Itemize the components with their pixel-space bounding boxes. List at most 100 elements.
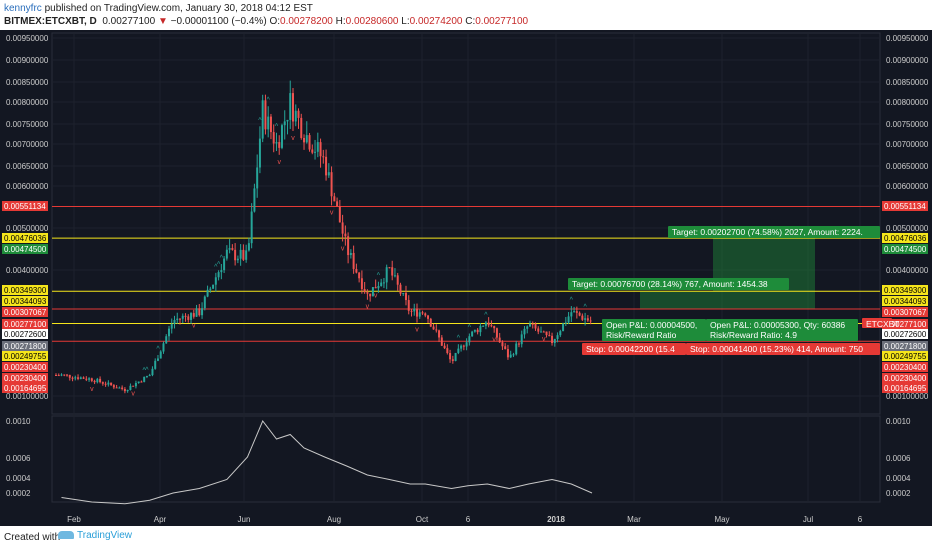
candle-body — [484, 322, 487, 326]
price-label-right: 0.00277100 — [884, 320, 927, 329]
candle-body — [195, 308, 198, 317]
time-tick: Apr — [154, 515, 167, 524]
candle-body — [564, 322, 567, 324]
candle-body — [490, 325, 493, 327]
candle-body — [336, 201, 339, 207]
candle-body — [190, 313, 193, 320]
candle-body — [338, 206, 341, 223]
price-tick-left: 0.00850000 — [6, 78, 49, 87]
candle-body — [179, 318, 182, 320]
candle-body — [269, 116, 272, 133]
volume-tick-right: 0.0004 — [886, 474, 911, 483]
candle-body — [402, 292, 405, 294]
signal-down-icon: v — [366, 304, 370, 311]
signal-up-icon: ^ — [220, 255, 224, 262]
candle-body — [225, 249, 228, 259]
candle-body — [416, 308, 419, 317]
candle-body — [151, 368, 154, 376]
target-label-2: Target: 0.00202700 (74.58%) 2027, Amount… — [672, 227, 863, 237]
candle-body — [399, 284, 402, 294]
signal-down-icon: v — [277, 159, 281, 166]
candle-body — [187, 316, 190, 320]
candle-body — [479, 325, 482, 333]
candle-body — [553, 338, 556, 344]
candle-body — [451, 359, 454, 361]
candle-body — [581, 315, 584, 320]
close-label: C: — [465, 16, 476, 27]
candle-body — [303, 137, 306, 143]
candle-body — [253, 188, 256, 212]
author-link[interactable]: kennyfrc — [4, 3, 42, 14]
price-label-left: 0.00551134 — [4, 202, 46, 211]
symbol-label: BITMEX:ETCXBT, D — [4, 16, 97, 27]
chart-area[interactable]: 0.00950000 0.00950000 0.00900000 0.00900000… — [0, 30, 932, 526]
candle-body — [311, 149, 314, 153]
price-label-right: 0.00230400 — [884, 374, 927, 383]
volume-tick-left: 0.0002 — [6, 489, 31, 498]
candle-body — [275, 142, 278, 144]
candle-body — [520, 334, 523, 345]
candle-body — [228, 248, 231, 250]
chart-header: kennyfrc published on TradingView.com, J… — [0, 0, 932, 30]
candle-body — [126, 389, 129, 392]
signal-up-icon: ^ — [258, 117, 262, 124]
price-label-right-bg — [882, 383, 928, 393]
price-tick-right: 0.00100000 — [886, 392, 929, 401]
price-label-left: 0.00230400 — [4, 363, 47, 372]
candle-body — [374, 287, 377, 289]
price-tick-left: 0.00900000 — [6, 56, 49, 65]
candle-body — [286, 119, 289, 122]
target-label-2-bg — [668, 226, 880, 238]
price-tick-right: 0.00700000 — [886, 140, 929, 149]
price-label-left: 0.00230400 — [4, 374, 47, 383]
volume-tick-left: 0.0004 — [6, 474, 31, 483]
candle-body — [258, 138, 261, 168]
candle-body — [559, 331, 562, 336]
volume-pane-border — [51, 415, 881, 503]
candle-body — [327, 172, 330, 176]
chart-canvas[interactable]: 0.00950000 0.00950000 0.00900000 0.00900000… — [0, 30, 932, 526]
candle-body — [272, 132, 275, 144]
candle-body — [551, 335, 554, 344]
candle-body — [471, 331, 474, 337]
signal-down-icon: v — [492, 337, 496, 344]
candle-body — [501, 342, 504, 347]
signal-down-icon: v — [192, 323, 196, 330]
candle-body — [545, 331, 548, 336]
volume-tick-right: 0.0002 — [886, 489, 911, 498]
candle-body — [74, 377, 77, 379]
price-label-left: 0.00272600 — [4, 330, 47, 339]
candle-body — [333, 196, 336, 202]
price-label-right: 0.00476036 — [884, 234, 927, 243]
candle-body — [79, 377, 82, 379]
candle-body — [380, 282, 383, 286]
tradingview-logo[interactable]: TradingView — [58, 530, 132, 541]
candle-body — [176, 318, 179, 320]
candle-body — [217, 272, 220, 278]
candle-body — [487, 322, 490, 326]
low-label: L: — [401, 16, 410, 27]
candle-body — [528, 323, 531, 327]
candle-body — [242, 249, 245, 260]
candle-body — [85, 378, 88, 380]
candle-body — [573, 311, 576, 313]
signal-up-icon: ^ — [156, 346, 160, 353]
candle-body — [112, 385, 115, 388]
candle-body — [435, 329, 438, 331]
candle-body — [316, 142, 319, 152]
candle-body — [515, 343, 518, 355]
price-label-left-bg — [2, 362, 48, 372]
price-tick-right: 0.00850000 — [886, 78, 929, 87]
candle-body — [371, 287, 374, 297]
candle-body — [537, 328, 540, 332]
ohlc-line: BITMEX:ETCXBT, D 0.00277100 ▼ −0.0000110… — [4, 16, 528, 27]
price-label-right: 0.00474500 — [884, 245, 927, 254]
candle-body — [206, 289, 209, 297]
candle-body — [60, 374, 63, 376]
target-label-1: Target: 0.00076700 (28.14%) 767, Amount:… — [572, 279, 768, 289]
price-label-left-bg — [2, 329, 48, 339]
candle-body — [344, 233, 347, 237]
candle-body — [198, 308, 201, 316]
volume-tick-left: 0.0006 — [6, 454, 31, 463]
time-tick: Mar — [627, 515, 641, 524]
